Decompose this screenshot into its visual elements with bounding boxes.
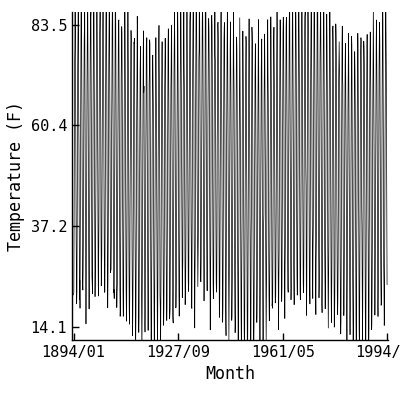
Y-axis label: Temperature (F): Temperature (F) [7,101,25,251]
X-axis label: Month: Month [205,366,255,384]
